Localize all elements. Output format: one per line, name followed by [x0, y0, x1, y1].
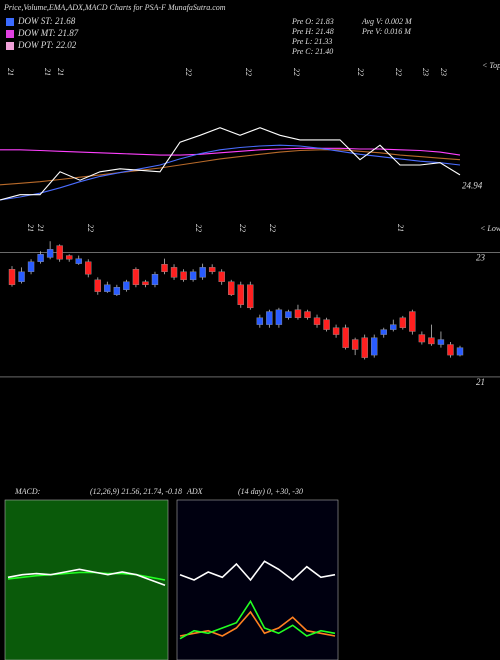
- candle-body: [123, 281, 130, 290]
- date-label: 21: [26, 224, 35, 232]
- candle-body: [18, 271, 25, 282]
- candle-body: [94, 279, 101, 292]
- candle-body: [228, 281, 235, 295]
- candle-body: [371, 337, 378, 356]
- panel-background: [176, 499, 339, 660]
- date-label: 21: [36, 224, 45, 232]
- candle-body: [456, 347, 464, 356]
- stat-label: Pre H: 21.48: [291, 27, 334, 36]
- legend-label: DOW MT: 21.87: [17, 28, 79, 38]
- panel-title: MACD:: [14, 487, 41, 496]
- date-label: 22: [292, 68, 301, 76]
- candle-body: [151, 274, 159, 286]
- candle-body: [75, 258, 82, 264]
- date-label: 21: [6, 68, 15, 76]
- candle-body: [113, 287, 121, 295]
- candle-body: [189, 271, 197, 281]
- candle-body: [266, 311, 273, 325]
- series-line: [179, 560, 336, 582]
- y-tick-label: 23: [476, 253, 486, 263]
- legend-swatch: [6, 18, 14, 26]
- candle-body: [342, 327, 349, 348]
- stat-label: Avg V: 0.002 M: [361, 17, 413, 26]
- candle-body: [104, 284, 111, 292]
- date-label: 21: [43, 68, 52, 76]
- candle-body: [199, 267, 206, 278]
- date-label: 22: [86, 224, 95, 232]
- candle-body: [285, 311, 292, 318]
- candle-body: [208, 267, 216, 272]
- candle-body: [437, 339, 445, 345]
- y-tick-label: 24.94: [462, 180, 483, 190]
- tops-label: < Tops: [482, 61, 500, 70]
- series-line: [7, 568, 166, 587]
- candle-body: [380, 329, 387, 335]
- candle-body: [304, 311, 311, 318]
- candle-body: [351, 339, 359, 350]
- page-title: Price,Volume,EMA,ADX,MACD Charts for PSA…: [3, 3, 226, 12]
- panel-subtitle: (14 day) 0, +30, -30: [238, 487, 303, 496]
- candle-body: [132, 269, 140, 286]
- date-label: 22: [394, 68, 403, 76]
- legend-swatch: [6, 42, 14, 50]
- stat-label: Pre C: 21.40: [291, 47, 333, 56]
- candle-body: [218, 271, 225, 282]
- date-label: 21: [56, 68, 65, 76]
- date-label: 22: [356, 68, 365, 76]
- series-line: [179, 610, 336, 637]
- date-label: 23: [421, 68, 430, 76]
- candle-body: [332, 327, 340, 335]
- candle-body: [361, 337, 368, 358]
- candle-body: [428, 337, 435, 345]
- stat-label: Pre V: 0.016 M: [361, 27, 412, 36]
- candle-body: [399, 317, 407, 328]
- candle-body: [390, 324, 397, 330]
- candle-body: [161, 264, 168, 272]
- date-label: 22: [184, 68, 193, 76]
- date-label: 22: [244, 68, 253, 76]
- series-line: [0, 127, 461, 201]
- date-label: 22: [268, 224, 277, 232]
- candle-body: [27, 261, 35, 272]
- candle-body: [170, 267, 178, 278]
- candle-body: [294, 309, 302, 318]
- stat-label: Pre L: 21.33: [291, 37, 332, 46]
- series-line: [179, 599, 336, 640]
- candle-body: [275, 309, 283, 325]
- lows-label: < Lows: [480, 224, 500, 233]
- candle-body: [237, 284, 244, 305]
- candle-body: [56, 245, 63, 260]
- candle-body: [85, 261, 92, 275]
- date-label: 22: [194, 224, 203, 232]
- panel-title: ADX: [186, 487, 204, 496]
- legend-swatch: [6, 30, 14, 38]
- legend-label: DOW PT: 22.02: [17, 40, 77, 50]
- candle-body: [256, 317, 264, 325]
- date-label: 23: [439, 68, 448, 76]
- stat-label: Pre O: 21.83: [291, 17, 334, 26]
- candle-body: [142, 281, 149, 286]
- candle-body: [409, 311, 416, 332]
- candle-body: [180, 271, 187, 281]
- candle-body: [37, 254, 44, 262]
- candle-body: [323, 319, 330, 330]
- candle-body: [65, 255, 73, 260]
- legend-label: DOW ST: 21.68: [17, 16, 76, 26]
- candle-body: [447, 344, 454, 356]
- date-label: 22: [238, 224, 247, 232]
- series-line: [0, 144, 461, 201]
- candle-body: [418, 334, 426, 343]
- series-line: [0, 149, 461, 186]
- panel-background: [4, 499, 169, 660]
- y-tick-label: 21: [476, 377, 485, 387]
- panel-subtitle: (12,26,9) 21.56, 21.74, -0.18: [90, 487, 182, 496]
- candle-body: [247, 284, 254, 309]
- date-label: 21: [396, 224, 405, 232]
- candle-body: [46, 249, 54, 258]
- candle-body: [8, 269, 16, 286]
- candle-body: [313, 317, 321, 325]
